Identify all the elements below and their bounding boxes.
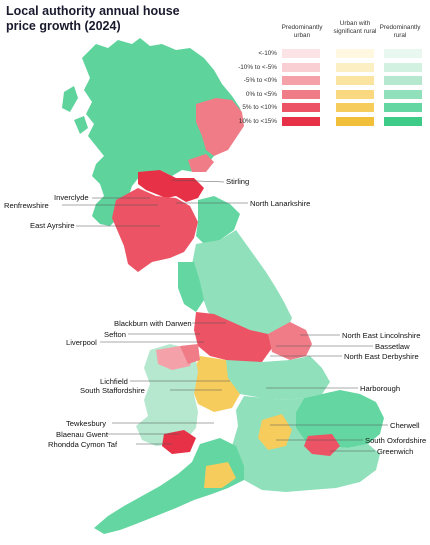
- legend-swatch: [282, 103, 320, 112]
- label-renfrewshire: Renfrewshire: [4, 201, 49, 210]
- legend-col-urban-rural: Urban with significant rural: [333, 20, 377, 35]
- legend-swatch: [282, 76, 320, 85]
- label-north-lanarkshire: North Lanarkshire: [250, 199, 311, 208]
- legend-row-label: 0% to <5%: [245, 90, 277, 98]
- region-east: [296, 390, 384, 448]
- region-london: [304, 434, 340, 456]
- region-borders: [196, 196, 240, 244]
- legend-row-label: -5% to <0%: [243, 77, 277, 84]
- label-harborough: Harborough: [360, 384, 401, 393]
- label-cherwell: Cherwell: [390, 421, 420, 430]
- legend-swatch: [384, 89, 422, 99]
- region-aberdeenshire: [196, 98, 244, 156]
- label-sefton: Sefton: [104, 330, 126, 339]
- map-title: Local authority annual house price growt…: [6, 4, 180, 33]
- legend-swatch: [282, 116, 320, 126]
- region-northern-england: [192, 230, 292, 338]
- region-somerset: [204, 462, 236, 488]
- label-blackburn: Blackburn with Darwen: [114, 319, 192, 328]
- legend-swatch: [336, 62, 374, 72]
- legend-swatch: [282, 62, 320, 72]
- legend-row-label: <-10%: [258, 50, 277, 57]
- region-cumbria: [178, 262, 204, 312]
- region-northwest: [194, 312, 272, 366]
- legend-swatch: [282, 89, 320, 99]
- legend-swatch: [384, 103, 422, 112]
- legend-row-label: 5% to <10%: [242, 104, 277, 111]
- label-stirling: Stirling: [226, 177, 250, 186]
- legend-row-label: 10% to <15%: [238, 117, 277, 125]
- legend-row-label: -10% to <-5%: [238, 63, 277, 71]
- label-lichfield: Lichfield: [100, 377, 128, 386]
- region-south-wales: [162, 430, 196, 454]
- label-inverclyde: Inverclyde: [54, 193, 89, 202]
- legend-col-urban: Predominantly urban: [281, 24, 323, 39]
- legend-swatch: [336, 49, 374, 58]
- region-wales: [136, 344, 198, 446]
- region-east-midlands: [224, 356, 330, 400]
- label-south-oxfordshire: South Oxfordshire: [365, 436, 427, 445]
- label-rhondda: Rhondda Cymon Taf: [48, 440, 118, 449]
- label-ne-derbyshire: North East Derbyshire: [344, 352, 419, 361]
- label-bassetlaw: Bassetlaw: [375, 342, 410, 351]
- legend-swatch: [384, 62, 422, 72]
- legend-col-rural: Predominantly rural: [379, 24, 421, 39]
- legend-swatch: [336, 116, 374, 126]
- region-central-belt: [138, 170, 204, 202]
- label-south-staffordshire: South Staffordshire: [80, 386, 145, 395]
- region-scotland: [82, 38, 244, 226]
- legend-swatch: [384, 49, 422, 58]
- region-angus: [188, 154, 214, 172]
- region-oxfordshire: [258, 414, 292, 450]
- label-blaenau-gwent: Blaenau Gwent: [56, 430, 108, 439]
- region-yorkshire: [268, 322, 312, 360]
- label-greenwich: Greenwich: [377, 447, 414, 456]
- legend-swatch: [384, 116, 422, 126]
- label-tewkesbury: Tewkesbury: [66, 419, 107, 428]
- legend-swatch: [384, 76, 422, 85]
- region-west-midlands: [192, 356, 240, 412]
- region-hebrides: [62, 86, 78, 112]
- label-liverpool: Liverpool: [66, 338, 97, 347]
- region-merseyside: [180, 344, 200, 364]
- region-southwest: [94, 438, 244, 534]
- region-sw-scotland: [112, 188, 198, 272]
- label-east-ayrshire: East Ayrshire: [30, 221, 75, 230]
- legend-swatch: [336, 76, 374, 85]
- legend-swatch: [336, 103, 374, 112]
- region-skye: [74, 116, 88, 134]
- legend-swatch: [282, 49, 320, 58]
- legend-swatch: [336, 89, 374, 99]
- label-ne-lincolnshire: North East Lincolnshire: [342, 331, 421, 340]
